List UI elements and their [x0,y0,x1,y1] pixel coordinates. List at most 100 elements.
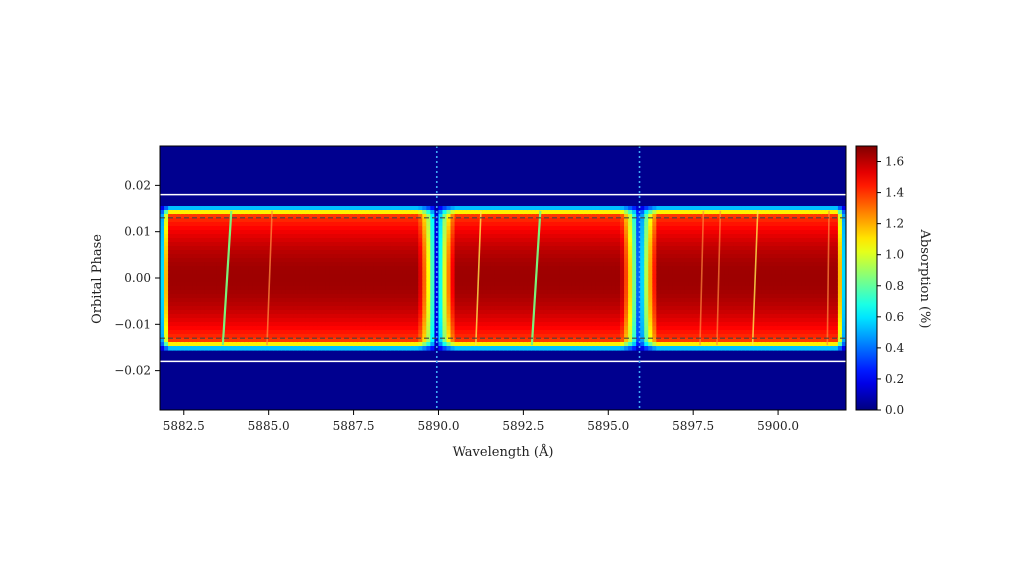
heatmap-cell [228,278,234,283]
heatmap-cell [615,206,621,211]
heatmap-cell [264,218,270,223]
heatmap-cell [325,322,331,327]
heatmap-cell [204,298,210,303]
heatmap-cell [523,342,528,347]
heatmap-cell [507,306,512,311]
heatmap-cell [535,302,540,307]
heatmap-cell [373,218,379,223]
heatmap-cell [656,298,661,303]
heatmap-cell [539,258,544,263]
heatmap-cell [337,282,343,287]
heatmap-cell [297,242,302,247]
heatmap-cell [422,302,427,307]
heatmap-cell [172,306,177,311]
heatmap-cell [587,242,593,247]
heatmap-cell [543,290,548,295]
heatmap-cell [579,314,585,319]
heatmap-cell [422,214,427,219]
heatmap-column [636,206,641,351]
heatmap-cell [563,270,569,275]
heatmap-cell [527,306,532,311]
heatmap-cell [599,338,605,343]
heatmap-cell [394,330,399,335]
heatmap-cell [611,342,617,347]
heatmap-cell [418,206,423,211]
heatmap-cell [595,314,601,319]
heatmap-cell [442,246,448,251]
heatmap-cell [390,310,395,315]
heatmap-cell [603,274,609,279]
heatmap-cell [559,302,565,307]
heatmap-cell [591,230,597,235]
heatmap-cell [527,334,532,339]
heatmap-cell [329,310,335,315]
heatmap-cell [337,250,343,255]
heatmap-cell [337,326,343,331]
heatmap-cell [244,342,250,347]
heatmap-cell [200,338,205,343]
heatmap-cell [188,338,193,343]
heatmap-cell [272,330,278,335]
heatmap-cell [551,282,557,287]
heatmap-cell [329,274,335,279]
heatmap-cell [567,222,573,227]
heatmap-cell [640,318,645,323]
heatmap-cell [628,278,633,283]
heatmap-cell [220,258,226,263]
heatmap-cell [398,226,403,231]
heatmap-cell [204,346,210,351]
heatmap-cell [636,294,641,299]
heatmap-cell [220,214,226,219]
heatmap-cell [377,294,383,299]
heatmap-cell [470,282,476,287]
heatmap-cell [587,246,593,251]
heatmap-cell [244,346,250,351]
heatmap-cell [272,210,278,215]
heatmap-cell [519,286,524,291]
heatmap-cell [305,254,310,259]
heatmap-cell [256,254,262,259]
heatmap-cell [478,266,484,271]
heatmap-cell [535,322,540,327]
heatmap-cell [494,322,500,327]
heatmap-cell [168,302,173,307]
heatmap-cell [317,250,323,255]
heatmap-cell [696,278,702,283]
heatmap-cell [361,246,367,251]
heatmap-cell [571,218,577,223]
heatmap-cell [668,310,674,315]
heatmap-cell [200,250,205,255]
heatmap-cell [672,242,678,247]
heatmap-cell [438,274,444,279]
heatmap-cell [547,222,553,227]
heatmap-cell [700,310,706,315]
heatmap-cell [676,258,682,263]
heatmap-cell [390,214,395,219]
heatmap-cell [268,318,274,323]
heatmap-cell [410,234,415,239]
heatmap-cell [353,266,359,271]
heatmap-cell [628,258,633,263]
heatmap-cell [373,286,379,291]
heatmap-cell [462,218,468,223]
heatmap-cell [486,238,492,243]
heatmap-cell [188,290,193,295]
heatmap-cell [317,218,323,223]
heatmap-cell [434,346,440,351]
heatmap-cell [406,314,411,319]
heatmap-cell [498,238,504,243]
heatmap-cell [345,230,351,235]
heatmap-cell [656,346,661,351]
heatmap-cell [373,206,379,211]
heatmap-cell [607,310,613,315]
heatmap-cell [353,230,359,235]
heatmap-cell [539,322,544,327]
heatmap-cell [486,222,492,227]
heatmap-cell [418,234,423,239]
heatmap-cell [430,274,435,279]
heatmap-cell [381,274,387,279]
heatmap-cell [680,246,686,251]
heatmap-cell [168,298,173,303]
heatmap-cell [256,234,262,239]
heatmap-cell [644,286,649,291]
